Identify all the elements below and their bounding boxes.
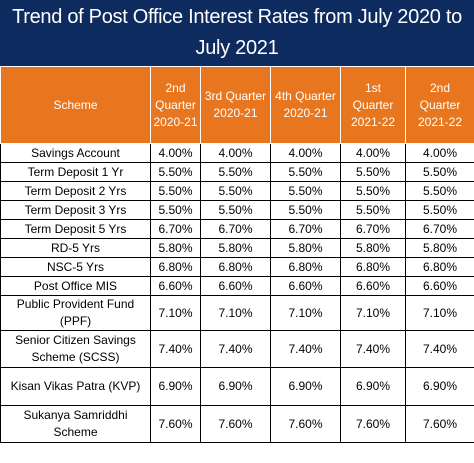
rate-cell: 7.40% [270,330,341,368]
rate-cell: 6.90% [150,367,201,406]
rate-cell: 4.00% [340,143,406,163]
rate-cell: 4.00% [270,143,341,163]
rate-cell: 5.50% [405,181,474,201]
column-header-q4-2020-21: 4th Quarter 2020-21 [270,66,341,144]
table-row: Kisan Vikas Patra (KVP) 6.90% 6.90% 6.90… [0,367,474,406]
column-header-q1-2021-22: 1st Quarter 2021-22 [340,66,406,144]
rate-cell: 4.00% [200,143,271,163]
table-row: Public Provident Fund (PPF) 7.10% 7.10% … [0,295,474,331]
table-row: Sukanya Samriddhi Scheme 7.60% 7.60% 7.6… [0,405,474,443]
rate-cell: 6.70% [200,219,271,239]
rate-cell: 5.50% [150,200,201,220]
rate-cell: 6.80% [150,257,201,277]
rate-cell: 6.80% [200,257,271,277]
scheme-name-cell: NSC-5 Yrs [0,257,151,277]
rate-cell: 5.50% [150,181,201,201]
table-row: Senior Citizen Savings Scheme (SCSS) 7.4… [0,330,474,368]
rate-cell: 7.40% [200,330,271,368]
scheme-name-cell: Post Office MIS [0,276,151,296]
rate-cell: 6.90% [200,367,271,406]
page-title: Trend of Post Office Interest Rates from… [0,0,474,66]
scheme-name-cell: Public Provident Fund (PPF) [0,295,151,331]
rate-cell: 6.60% [405,276,474,296]
rate-cell: 6.80% [270,257,341,277]
rate-cell: 7.60% [405,405,474,443]
rate-cell: 6.80% [340,257,406,277]
interest-rates-table: Scheme 2nd Quarter 2020-21 3rd Quarter 2… [0,66,474,443]
rate-cell: 6.60% [200,276,271,296]
rate-cell: 7.60% [200,405,271,443]
column-header-q3-2020-21: 3rd Quarter 2020-21 [200,66,271,144]
scheme-name-cell: Sukanya Samriddhi Scheme [0,405,151,443]
rate-cell: 6.90% [340,367,406,406]
rate-cell: 5.80% [405,238,474,258]
rate-cell: 5.50% [270,162,341,182]
rate-cell: 6.70% [270,219,341,239]
rate-cell: 5.50% [200,162,271,182]
rate-cell: 5.80% [200,238,271,258]
rate-cell: 7.10% [270,295,341,331]
rate-cell: 6.70% [405,219,474,239]
column-header-q2-2021-22: 2nd Quarter 2021-22 [405,66,474,144]
table-header-row: Scheme 2nd Quarter 2020-21 3rd Quarter 2… [0,66,474,144]
rate-cell: 6.90% [270,367,341,406]
rate-cell: 6.60% [150,276,201,296]
rate-cell: 7.40% [340,330,406,368]
rate-cell: 7.10% [200,295,271,331]
scheme-name-cell: Term Deposit 5 Yrs [0,219,151,239]
rate-cell: 7.60% [150,405,201,443]
column-header-q2-2020-21: 2nd Quarter 2020-21 [150,66,201,144]
rate-cell: 5.50% [270,181,341,201]
table-row: Savings Account 4.00% 4.00% 4.00% 4.00% … [0,143,474,163]
rate-cell: 7.10% [150,295,201,331]
rate-cell: 6.70% [150,219,201,239]
scheme-name-cell: Term Deposit 2 Yrs [0,181,151,201]
scheme-name-cell: Term Deposit 3 Yrs [0,200,151,220]
rate-cell: 5.50% [405,162,474,182]
rate-cell: 4.00% [405,143,474,163]
rate-cell: 6.80% [405,257,474,277]
rate-cell: 6.70% [340,219,406,239]
table-row: Post Office MIS 6.60% 6.60% 6.60% 6.60% … [0,276,474,296]
scheme-name-cell: Kisan Vikas Patra (KVP) [0,367,151,406]
rate-cell: 7.10% [340,295,406,331]
rate-cell: 6.90% [405,367,474,406]
rate-cell: 6.60% [270,276,341,296]
rate-cell: 5.50% [200,200,271,220]
table-row: Term Deposit 2 Yrs 5.50% 5.50% 5.50% 5.5… [0,181,474,201]
rate-cell: 5.50% [405,200,474,220]
rate-cell: 7.40% [150,330,201,368]
rate-cell: 7.60% [340,405,406,443]
table-row: Term Deposit 3 Yrs 5.50% 5.50% 5.50% 5.5… [0,200,474,220]
rate-cell: 7.10% [405,295,474,331]
table-row: RD-5 Yrs 5.80% 5.80% 5.80% 5.80% 5.80% [0,238,474,258]
rate-cell: 5.80% [340,238,406,258]
rate-cell: 4.00% [150,143,201,163]
rate-cell: 5.50% [340,162,406,182]
scheme-name-cell: Term Deposit 1 Yr [0,162,151,182]
scheme-name-cell: RD-5 Yrs [0,238,151,258]
table-row: NSC-5 Yrs 6.80% 6.80% 6.80% 6.80% 6.80% [0,257,474,277]
rate-cell: 7.40% [405,330,474,368]
column-header-scheme: Scheme [0,66,151,144]
rate-cell: 5.50% [200,181,271,201]
rate-cell: 7.60% [270,405,341,443]
scheme-name-cell: Senior Citizen Savings Scheme (SCSS) [0,330,151,368]
rate-cell: 5.50% [340,200,406,220]
rate-cell: 5.80% [270,238,341,258]
rate-cell: 5.50% [150,162,201,182]
scheme-name-cell: Savings Account [0,143,151,163]
table-row: Term Deposit 1 Yr 5.50% 5.50% 5.50% 5.50… [0,162,474,182]
table-row: Term Deposit 5 Yrs 6.70% 6.70% 6.70% 6.7… [0,219,474,239]
rate-cell: 5.50% [340,181,406,201]
rate-cell: 6.60% [340,276,406,296]
rate-cell: 5.50% [270,200,341,220]
rate-cell: 5.80% [150,238,201,258]
